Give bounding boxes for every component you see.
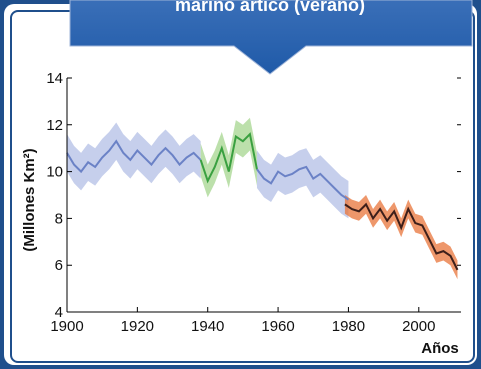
series-4-band: [344, 195, 458, 280]
uncertainty-bands: [67, 117, 458, 280]
y-tick-label-4: 4: [55, 304, 63, 321]
series-4-line: [344, 202, 459, 271]
y-tick-label-10: 10: [46, 164, 63, 181]
y-tick-label-6: 6: [55, 257, 63, 274]
figure-frame: 4 6 8 10 12 14 1900 1920 1940 1960 1980 2000 (Millo…: [4, 4, 477, 365]
x-tick-label-1980: 1980: [332, 318, 365, 335]
banner-title: marino ártico (verano): [174, 0, 366, 15]
y-axis-label: (Millones Km²): [21, 148, 38, 251]
x-tick-label-1900: 1900: [50, 318, 83, 335]
y-tick-label-12: 12: [46, 117, 63, 134]
x-axis-label: Años: [421, 340, 459, 357]
title-banner: [69, 0, 473, 75]
x-tick-label-1920: 1920: [121, 318, 154, 335]
series-3-band: [256, 148, 349, 219]
sea-ice-chart: 4 6 8 10 12 14 1900 1920 1940 1960 1980 2000 (Millo…: [21, 70, 461, 357]
series-2-line: [199, 132, 258, 184]
series-1-line: [66, 139, 202, 174]
series-2-band: [200, 117, 257, 198]
axes: 4 6 8 10 12 14 1900 1920 1940 1960 1980 2000: [46, 70, 461, 335]
series-lines: [66, 132, 459, 271]
x-tick-label-1940: 1940: [191, 318, 224, 335]
x-tick-label-1960: 1960: [261, 318, 294, 335]
y-tick-label-8: 8: [55, 210, 63, 227]
banner-shape: [69, 0, 473, 75]
figure-border: [10, 10, 475, 363]
y-tick-label-14: 14: [46, 70, 63, 87]
x-tick-label-2000: 2000: [402, 318, 435, 335]
series-3-line: [256, 165, 349, 201]
